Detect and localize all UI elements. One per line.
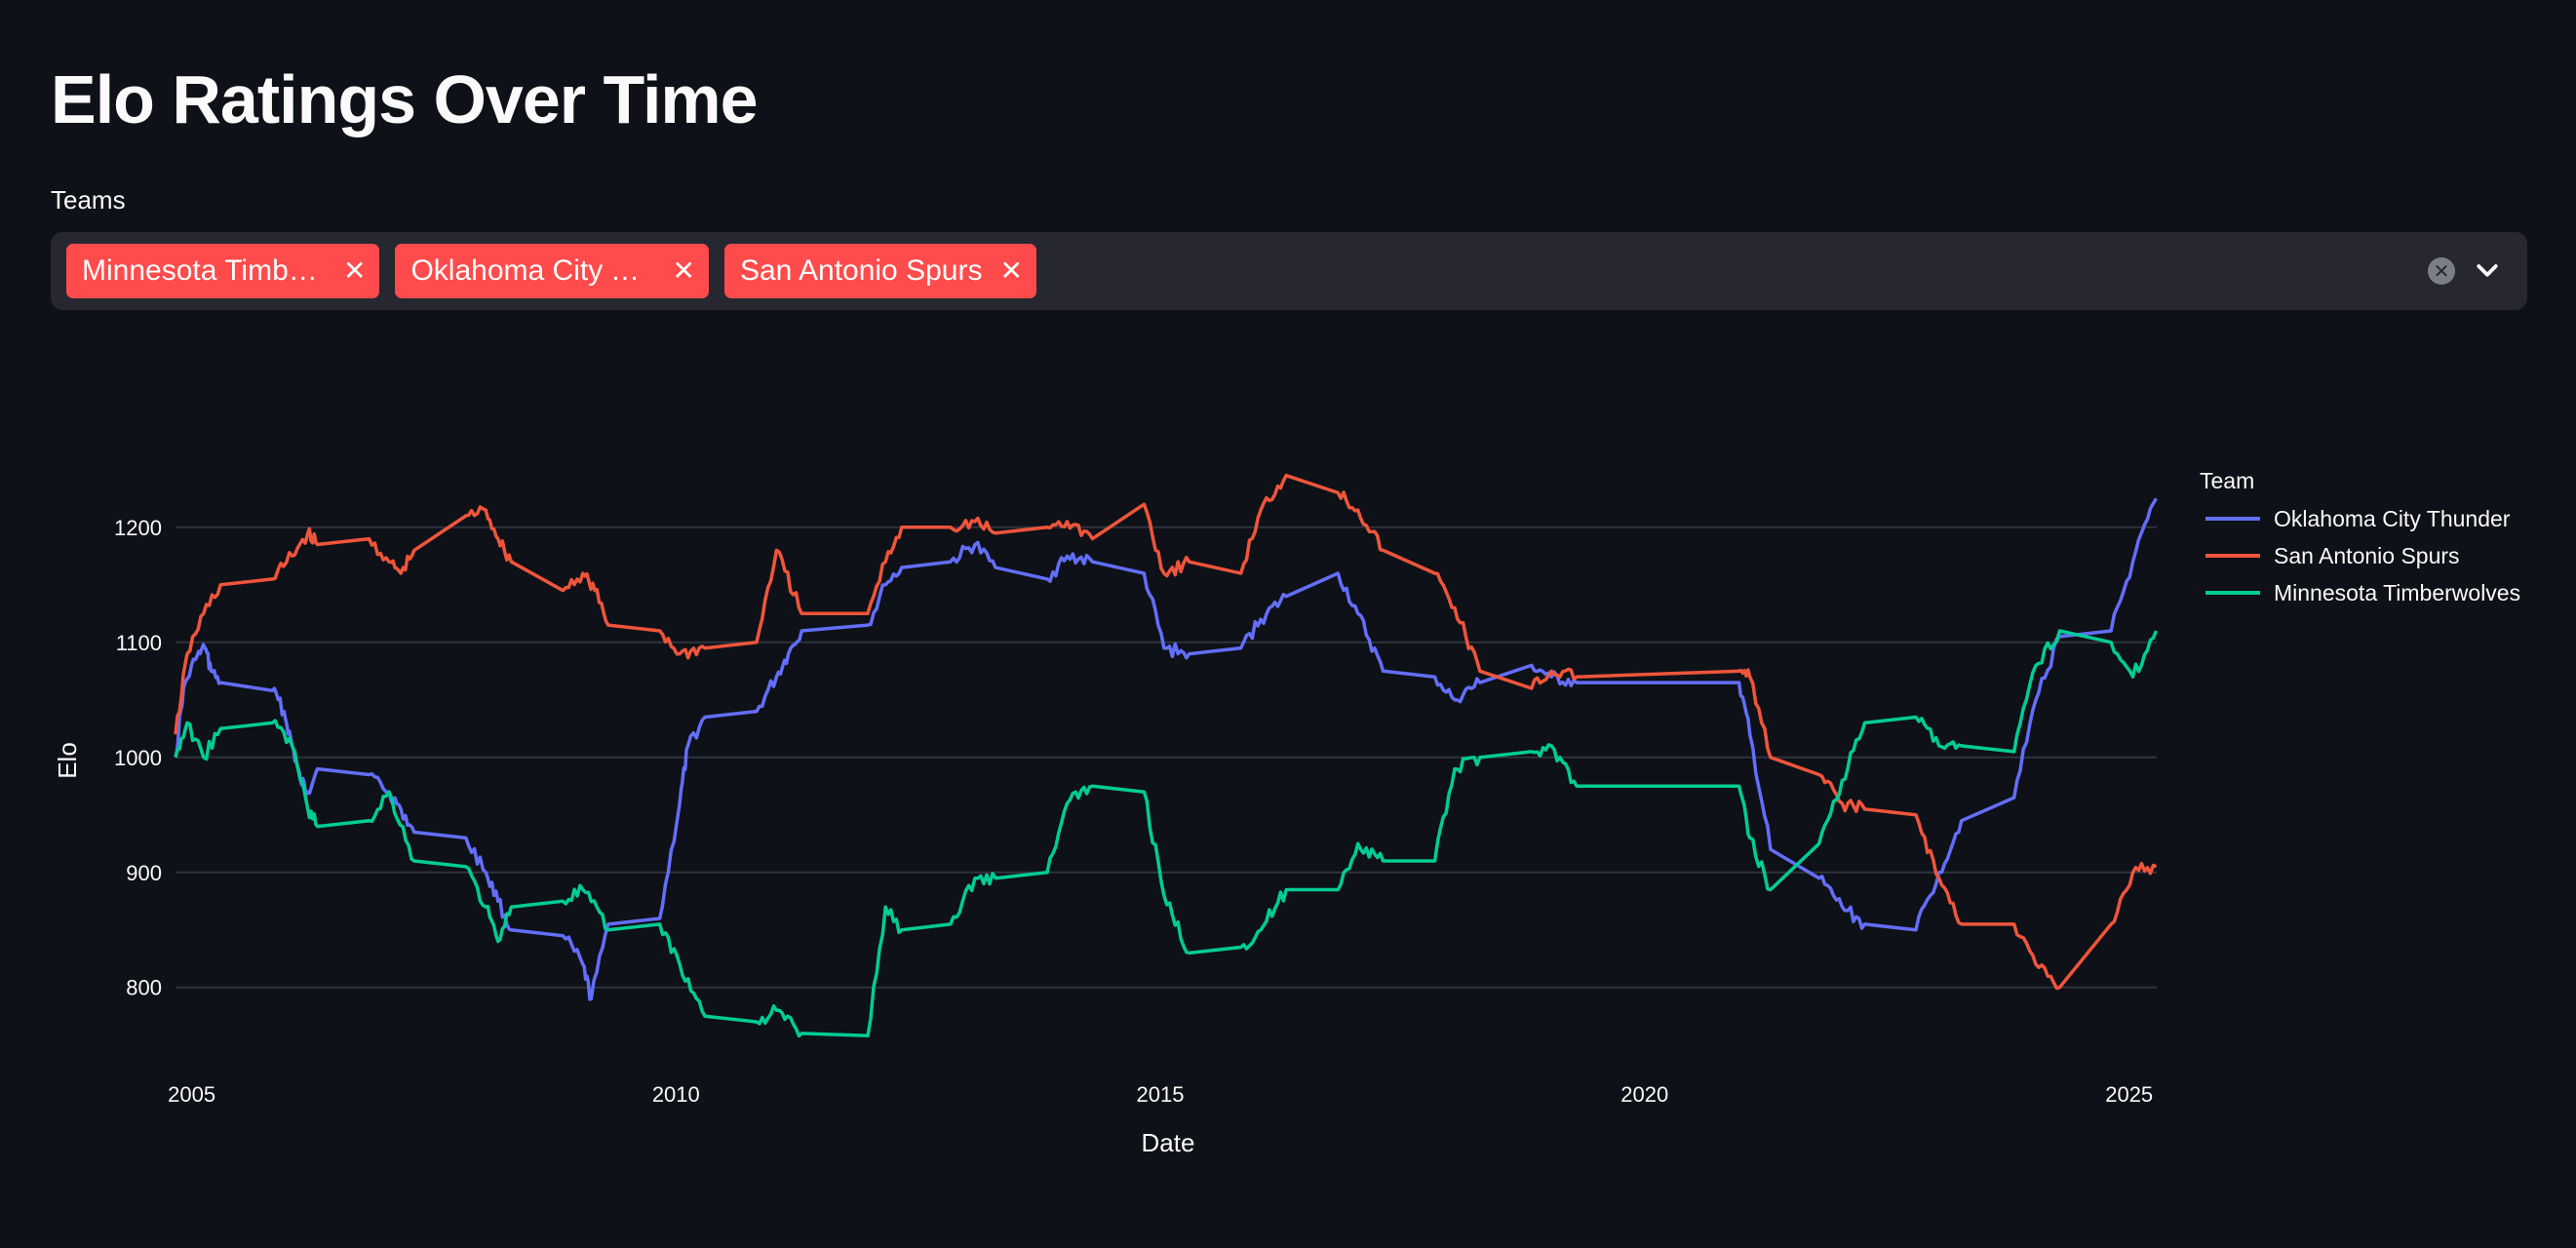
legend-item-label[interactable]: Minnesota Timberwolves xyxy=(2274,580,2520,605)
teams-label: Teams xyxy=(51,185,126,215)
y-tick-label: 1100 xyxy=(116,631,162,655)
team-chip-minnesota[interactable]: Minnesota Timberwolves ✕ xyxy=(66,244,379,298)
chevron-down-icon[interactable] xyxy=(2473,256,2502,286)
y-tick-label: 1000 xyxy=(114,746,162,770)
x-tick-label: 2025 xyxy=(2105,1082,2153,1107)
chip-label: Oklahoma City Thunder xyxy=(410,254,654,288)
remove-chip-icon[interactable]: ✕ xyxy=(672,257,694,285)
x-tick-label: 2015 xyxy=(1137,1082,1185,1107)
clear-all-icon[interactable]: ✕ xyxy=(2428,257,2455,285)
x-tick-label: 2020 xyxy=(1620,1082,1668,1107)
y-axis-title: Elo xyxy=(53,742,82,779)
legend-item-label[interactable]: San Antonio Spurs xyxy=(2274,543,2460,568)
team-chip-san-antonio[interactable]: San Antonio Spurs ✕ xyxy=(724,244,1036,298)
series-lines xyxy=(176,476,2157,1036)
chip-label: Minnesota Timberwolves xyxy=(82,254,326,288)
series-line xyxy=(176,631,2157,1035)
legend: Team Oklahoma City Thunder San Antonio Sp… xyxy=(2200,468,2520,605)
chip-label: San Antonio Spurs xyxy=(740,254,983,288)
remove-chip-icon[interactable]: ✕ xyxy=(343,257,366,285)
legend-item-label[interactable]: Oklahoma City Thunder xyxy=(2274,506,2511,531)
teams-multiselect[interactable]: Minnesota Timberwolves ✕ Oklahoma City T… xyxy=(51,232,2527,310)
selected-teams: Minnesota Timberwolves ✕ Oklahoma City T… xyxy=(51,244,2428,298)
x-tick-label: 2010 xyxy=(652,1082,700,1107)
y-axis-ticks: 800 900 1000 1100 1200 xyxy=(114,516,162,1000)
legend-title: Team xyxy=(2200,468,2254,493)
y-tick-label: 1200 xyxy=(114,516,162,540)
x-tick-label: 2005 xyxy=(168,1082,215,1107)
page-title: Elo Ratings Over Time xyxy=(51,60,758,138)
x-axis-ticks: 2005 2010 2015 2020 2025 xyxy=(168,1082,2153,1107)
y-tick-label: 900 xyxy=(126,861,162,885)
y-tick-label: 800 xyxy=(126,976,162,1000)
x-axis-title: Date xyxy=(1142,1128,1195,1157)
remove-chip-icon[interactable]: ✕ xyxy=(999,257,1022,285)
team-chip-oklahoma[interactable]: Oklahoma City Thunder ✕ xyxy=(395,244,708,298)
series-line xyxy=(176,476,2157,989)
